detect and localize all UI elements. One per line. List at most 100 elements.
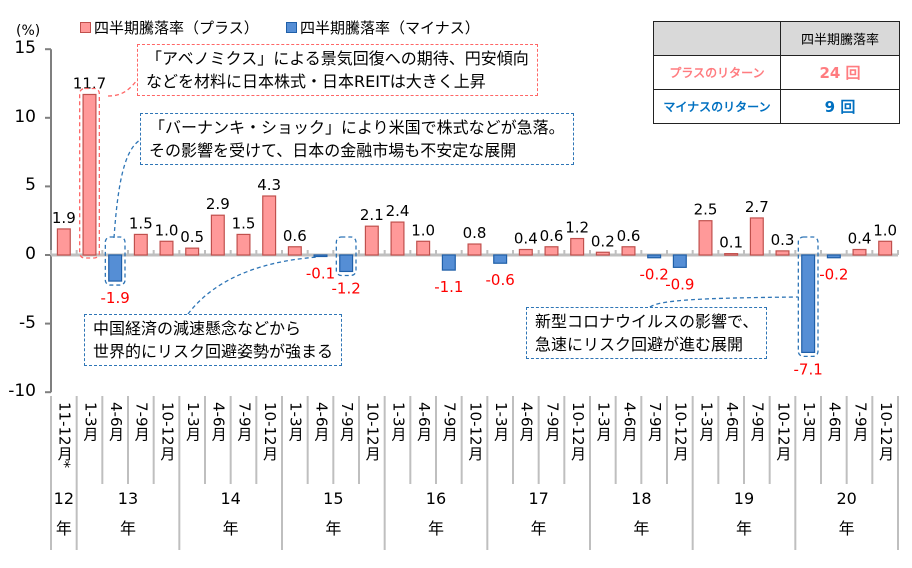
- bar-positive: [852, 248, 867, 256]
- bar-value-label: -0.1: [306, 265, 335, 283]
- highlight-box: [79, 87, 100, 259]
- x-category-label: 4-6月: [722, 402, 741, 442]
- summary-negative-label: マイナスのリターン: [653, 89, 781, 124]
- bar-negative: [826, 254, 841, 259]
- bar-value-label: -1.1: [434, 278, 463, 296]
- bar-value-label: 0.2: [591, 232, 615, 250]
- x-category-label: 4-6月: [312, 402, 331, 442]
- bar-negative: [313, 254, 328, 258]
- x-category-label: 4-6月: [414, 402, 433, 442]
- y-axis-unit: (%): [16, 23, 41, 39]
- x-category-label: 4-6月: [106, 402, 125, 442]
- legend-item-negative: 四半期騰落率（マイナス）: [286, 17, 480, 38]
- bar-value-label: -0.6: [486, 271, 515, 289]
- legend-swatch-negative: [286, 22, 297, 33]
- annotation-leader-line: [113, 139, 141, 239]
- bar-value-label: 2.1: [360, 206, 384, 224]
- x-category-label: 4-6月: [209, 402, 228, 442]
- annotation-abenomics-line-2: などを材料に日本株式・日本REITは大きく上昇: [146, 72, 486, 91]
- x-category-label: 7-9月: [337, 402, 356, 442]
- y-tick-label: -10: [8, 381, 36, 402]
- annotation-abenomics: 「アベノミクス」による景気回復への期待、円安傾向 などを材料に日本株式・日本RE…: [137, 44, 538, 96]
- x-category-label: 1-3月: [81, 402, 100, 442]
- bar-positive: [236, 233, 251, 256]
- x-category-label: 7-9月: [645, 402, 664, 442]
- x-year-label: 18 年: [631, 489, 652, 538]
- x-category-label: 7-9月: [851, 402, 870, 442]
- bar-positive: [544, 246, 559, 256]
- x-year-label: 15 年: [323, 489, 344, 538]
- x-category-label: 10-12月: [363, 402, 382, 461]
- annotation-china-line-2: 世界的にリスク回避姿勢が強まる: [93, 342, 334, 361]
- annotation-bernanke-line-2: その影響を受けて、日本の金融市場も不安定な展開: [149, 141, 517, 160]
- bar-value-label: 0.6: [540, 227, 564, 245]
- x-category-label: 7-9月: [132, 402, 151, 442]
- bar-value-label: 0.1: [719, 234, 743, 252]
- bar-value-label: 0.5: [180, 228, 204, 246]
- bar-value-label: -7.1: [794, 360, 823, 378]
- x-category-label: 10-12月: [774, 402, 793, 461]
- bar-positive: [518, 248, 533, 256]
- summary-header-label: 四半期騰落率: [780, 21, 900, 56]
- y-tick-label: 10: [14, 106, 36, 127]
- bar-value-label: 1.5: [232, 214, 256, 232]
- bar-negative: [647, 254, 662, 259]
- bar-value-label: -1.2: [332, 279, 361, 297]
- bar-positive: [159, 240, 174, 256]
- bar-value-label: 2.5: [694, 201, 718, 219]
- bar-positive: [210, 214, 225, 256]
- x-category-label: 7-9月: [748, 402, 767, 442]
- bar-value-label: -1.9: [101, 289, 130, 307]
- bar-value-label: -0.2: [640, 266, 669, 284]
- bar-positive: [364, 225, 379, 256]
- bar-negative: [339, 254, 354, 273]
- annotation-covid: 新型コロナウイルスの影響で、 急速にリスク回避が進む展開: [526, 307, 768, 359]
- x-year-label: 16 年: [425, 489, 447, 538]
- x-category-label: 1-3月: [183, 402, 202, 442]
- annotation-leader-line: [107, 79, 138, 97]
- bar-positive: [878, 240, 893, 256]
- annotation-covid-line-2: 急速にリスク回避が進む展開: [535, 335, 744, 354]
- summary-table: 四半期騰落率 プラスのリターン 24 回 マイナスのリターン 9 回: [653, 21, 900, 124]
- annotation-covid-line-1: 新型コロナウイルスの影響で、: [535, 312, 759, 331]
- bar-value-label: 1.0: [411, 221, 435, 239]
- summary-positive-value: 24 回: [780, 55, 900, 90]
- bar-value-label: 1.0: [155, 221, 179, 239]
- bar-positive: [467, 243, 482, 256]
- x-category-label: 7-9月: [235, 402, 254, 442]
- bar-value-label: 1.0: [873, 221, 897, 239]
- x-category-label: 1-3月: [491, 402, 510, 442]
- bar-positive: [133, 233, 148, 256]
- bar-positive: [82, 93, 97, 256]
- bar-value-label: 1.9: [52, 209, 76, 227]
- bar-positive: [56, 228, 71, 256]
- bar-positive: [621, 246, 636, 256]
- bar-positive: [570, 237, 585, 256]
- x-category-label: 1-3月: [594, 402, 613, 442]
- bar-positive: [287, 246, 302, 256]
- legend-label-positive: 四半期騰落率（プラス）: [94, 19, 259, 37]
- bar-positive: [724, 253, 739, 256]
- x-year-label: 14 年: [220, 489, 241, 538]
- bar-value-label: 2.7: [745, 198, 769, 216]
- bar-positive: [262, 195, 277, 256]
- annotation-bernanke-shock: 「バーナンキ・ショック」により米国で株式などが急落。 その影響を受けて、日本の金…: [140, 113, 574, 165]
- bar-positive: [749, 217, 764, 256]
- x-category-label: 7-9月: [440, 402, 459, 442]
- bar-positive: [775, 250, 790, 256]
- bar-value-label: 11.7: [73, 74, 106, 92]
- bar-positive: [185, 247, 200, 256]
- bar-negative: [108, 254, 123, 282]
- bar-value-label: -0.9: [665, 275, 694, 293]
- x-category-label: 1-3月: [286, 402, 305, 442]
- legend-label-negative: 四半期騰落率（マイナス）: [300, 19, 480, 37]
- bar-positive: [595, 251, 610, 256]
- bar-value-label: 2.4: [386, 202, 410, 220]
- bar-value-label: 1.5: [129, 214, 153, 232]
- summary-header-blank: [653, 21, 781, 56]
- y-tick-label: 0: [25, 244, 36, 264]
- annotation-abenomics-line-1: 「アベノミクス」による景気回復への期待、円安傾向: [146, 49, 529, 68]
- y-tick-label: 15: [14, 38, 36, 59]
- x-year-label: 19 年: [733, 489, 755, 538]
- legend-swatch-positive: [80, 22, 91, 33]
